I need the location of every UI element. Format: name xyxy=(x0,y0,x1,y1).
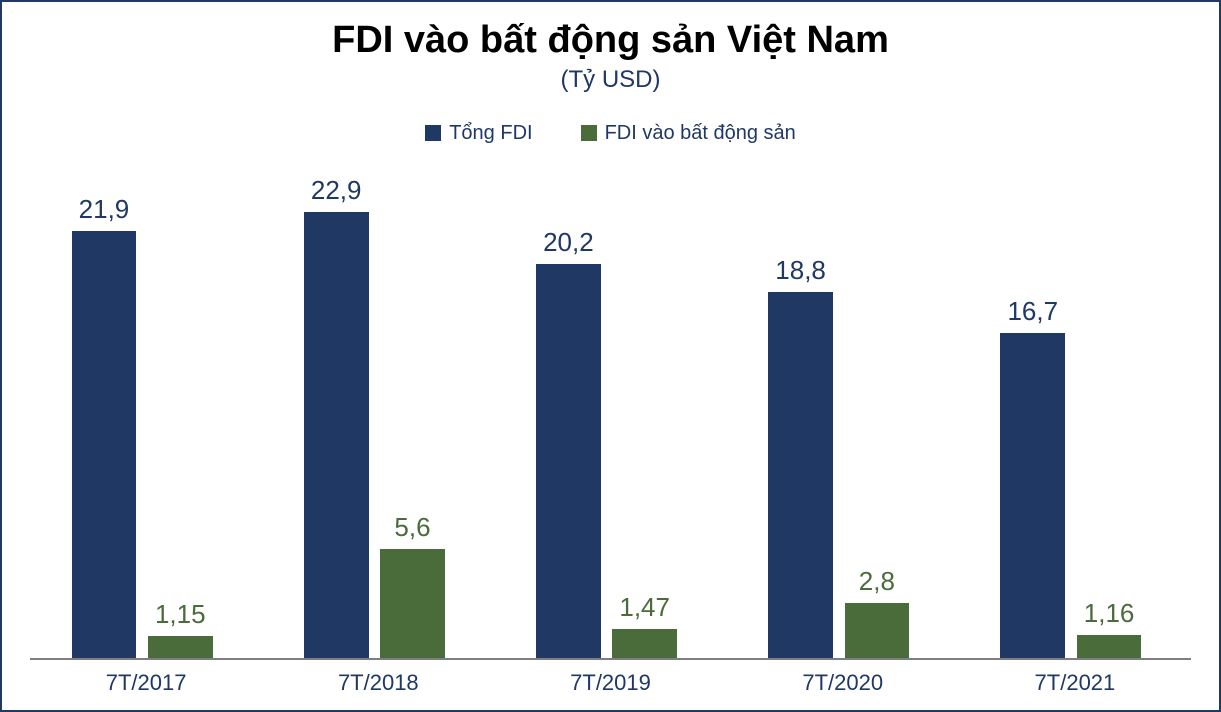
plot-area: 21,91,1522,95,620,21,4718,82,816,71,16 xyxy=(30,171,1191,660)
bar-value-label: 1,15 xyxy=(155,599,206,630)
bar-value-label: 16,7 xyxy=(1007,296,1058,327)
bar-real-estate-fdi: 1,15 xyxy=(148,636,213,658)
x-axis-label: 7T/2019 xyxy=(494,670,726,696)
x-axis-label: 7T/2018 xyxy=(262,670,494,696)
chart-subtitle: (Tỷ USD) xyxy=(30,66,1191,94)
x-axis-label: 7T/2020 xyxy=(727,670,959,696)
bar-real-estate-fdi: 5,6 xyxy=(380,549,445,658)
legend-label: Tổng FDI xyxy=(449,122,532,145)
bar-value-label: 22,9 xyxy=(311,175,362,206)
bar-total-fdi: 18,8 xyxy=(768,292,833,658)
bar-total-fdi: 20,2 xyxy=(536,264,601,658)
bar-total-fdi: 16,7 xyxy=(1000,333,1065,658)
x-axis-label: 7T/2017 xyxy=(30,670,262,696)
legend-label: FDI vào bất động sản xyxy=(605,122,796,145)
bar-group: 18,82,8 xyxy=(727,171,959,658)
chart-title: FDI vào bất động sản Việt Nam xyxy=(30,20,1191,62)
bar-total-fdi: 21,9 xyxy=(72,231,137,658)
bar-real-estate-fdi: 1,47 xyxy=(612,629,677,658)
bar-group: 20,2 1,47 xyxy=(494,171,726,658)
bar-value-label: 5,6 xyxy=(394,512,430,543)
legend-item-real-estate-fdi: FDI vào bất động sản xyxy=(581,122,796,145)
bar-value-label: 1,47 xyxy=(619,592,670,623)
bar-real-estate-fdi: 2,8 xyxy=(845,603,910,658)
bar-real-estate-fdi: 1,16 xyxy=(1077,635,1142,658)
x-axis-label: 7T/2021 xyxy=(959,670,1191,696)
legend-swatch-icon xyxy=(581,125,597,141)
chart-legend: Tổng FDI FDI vào bất động sản xyxy=(30,122,1191,145)
chart-frame: FDI vào bất động sản Việt Nam (Tỷ USD) T… xyxy=(0,0,1221,712)
bar-value-label: 2,8 xyxy=(859,566,895,597)
bar-value-label: 18,8 xyxy=(775,255,826,286)
legend-swatch-icon xyxy=(425,125,441,141)
bar-groups: 21,91,1522,95,620,21,4718,82,816,71,16 xyxy=(30,171,1191,658)
bar-value-label: 1,16 xyxy=(1084,598,1135,629)
bar-group: 22,95,6 xyxy=(262,171,494,658)
bar-total-fdi: 22,9 xyxy=(304,212,369,658)
bar-group: 16,7 1,16 xyxy=(959,171,1191,658)
bar-group: 21,9 1,15 xyxy=(30,171,262,658)
bar-value-label: 20,2 xyxy=(543,227,594,258)
legend-item-total-fdi: Tổng FDI xyxy=(425,122,532,145)
plot-area-wrap: 21,91,1522,95,620,21,4718,82,816,71,16 7… xyxy=(30,171,1191,710)
bar-value-label: 21,9 xyxy=(79,194,130,225)
x-axis: 7T/20177T/20187T/20197T/20207T/2021 xyxy=(30,670,1191,696)
